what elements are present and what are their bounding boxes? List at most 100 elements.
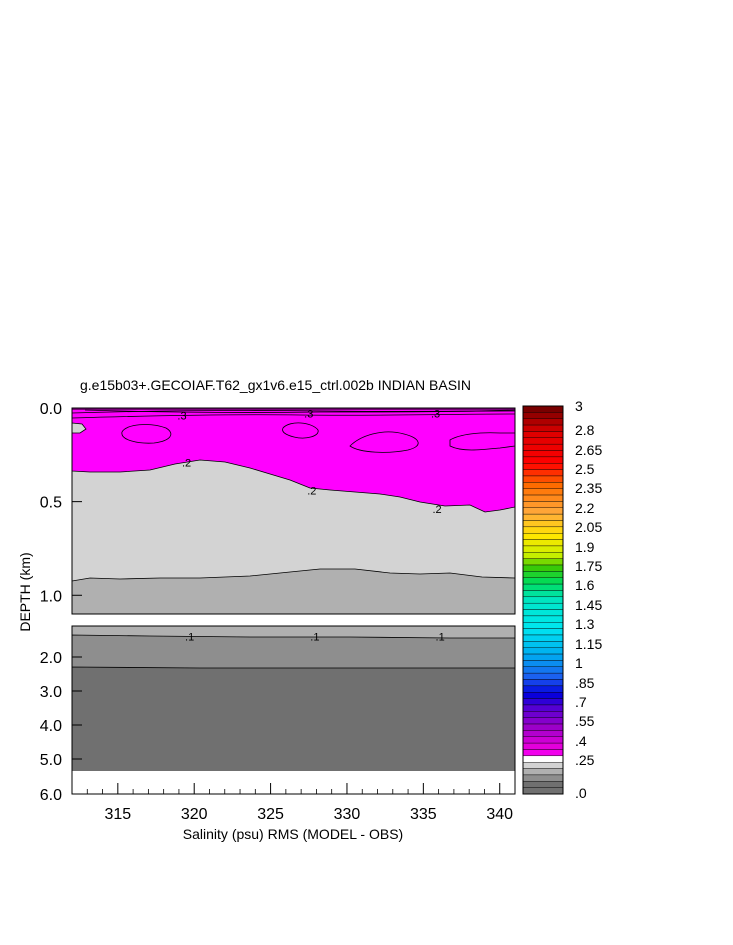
colorbar-box [522,666,564,674]
colorbar-box [522,717,564,725]
colorbar-box [522,761,564,769]
colorbar-label-1.6: 1.6 [575,577,595,593]
land-mask [72,771,515,794]
colorbar-box [522,679,564,687]
colorbar [522,405,564,795]
x-tick-label-330: 330 [334,806,361,823]
upper-panel-frame [71,407,516,615]
colorbar-box [522,698,564,706]
fill-0.3-blob-1 [121,424,172,444]
colorbar-box [522,564,564,572]
colorbar-label-2.2: 2.2 [575,500,595,516]
colorbar-box [522,723,564,731]
colorbar-box [522,736,564,744]
colorbar-box [522,711,564,718]
x-tick-label-340: 340 [486,806,513,823]
y-axis-label: DEPTH (km) [17,552,33,631]
colorbar-label-.7: .7 [575,694,587,710]
contour-labels: .3 .3 .3 .2 .2 .2 .1 .1 .1 [177,409,444,644]
colorbar-box [522,418,564,426]
contour-label: .2 [432,504,441,516]
colorbar-box [522,641,564,648]
colorbar-box [522,545,564,553]
colorbar-box [522,520,564,528]
lower-panel [71,625,516,795]
colorbar-box [522,405,564,413]
colorbar-box [522,596,564,604]
colorbar-box [522,463,564,470]
x-axis-label: Salinity (psu) RMS (MODEL - OBS) [183,826,403,842]
colorbar-label-2.65: 2.65 [575,442,602,458]
chart-title: g.e15b03+.GECOIAF.T62_gx1v6.e15_ctrl.002… [80,377,471,393]
fill-0-0.1 [72,666,515,794]
colorbar-box [522,533,564,540]
colorbar-box [522,774,564,782]
colorbar-box [522,602,564,610]
colorbar-label-2.5: 2.5 [575,461,595,477]
colorbar-label-1: 1 [575,655,583,671]
contour-label: .2 [307,485,316,497]
contour-label: .1 [185,632,194,644]
y-tick-label-upper-0.0: 0.0 [40,401,62,418]
y-tick-label-lower-6.0: 6.0 [40,787,62,804]
y-tick-label-lower-2.0: 2.0 [40,650,62,667]
x-tick-label-335: 335 [410,806,437,823]
x-axis: 315 320 325 330 335 340 [86,783,516,823]
colorbar-box [522,583,564,591]
colorbar-box [522,513,564,521]
colorbar-box [522,552,564,559]
y-tick-label-upper-1.0: 1.0 [40,588,62,605]
colorbar-box [522,653,564,661]
y-tick-label-lower-3.0: 3.0 [40,684,62,701]
lower-panel-frame [71,625,516,795]
colorbar-box [522,628,564,636]
colorbar-frame [522,405,564,795]
colorbar-box [522,685,564,693]
colorbar-labels: 3 2.8 2.65 2.5 2.35 2.2 2.05 1.9 1.75 1.6 1.45 1.3 1… [575,398,602,801]
contour-label: .1 [310,632,319,644]
colorbar-box [522,456,564,464]
colorbar-box [522,571,564,578]
colorbar-box [522,609,564,617]
colorbar-box [522,781,564,788]
x-tick-label-315: 315 [104,806,131,823]
contour-label: .1 [436,632,445,644]
y-tick-label-upper-0.5: 0.5 [40,495,62,512]
colorbar-box [522,704,564,712]
fill-0.3-blob-2 [282,422,319,439]
colorbar-box [522,692,564,699]
colorbar-box [522,660,564,667]
colorbar-box [522,424,564,432]
contour-label: .3 [177,410,186,422]
colorbar-label-2.05: 2.05 [575,519,602,535]
fill-0.2-0.25-pocket-left [72,422,87,434]
colorbar-box [522,647,564,655]
colorbar-box [522,590,564,598]
colorbar-box [522,437,564,445]
colorbar-box [522,755,564,763]
colorbar-label-2.8: 2.8 [575,422,595,438]
colorbar-label-1.75: 1.75 [575,558,602,574]
colorbar-box [522,431,564,439]
colorbar-label-1.15: 1.15 [575,636,602,652]
colorbar-box [522,768,564,776]
upper-panel [71,407,516,615]
colorbar-box [522,469,564,477]
y-tick-label-lower-5.0: 5.0 [40,752,62,769]
colorbar-label-1.3: 1.3 [575,616,595,632]
colorbar-box [522,443,564,451]
colorbar-label-3: 3 [575,398,583,414]
contour-0.3-line-c [84,409,515,413]
colorbar-box [522,412,564,419]
contour-0.3-line-b [72,413,515,419]
colorbar-label-.55: .55 [575,713,595,729]
colorbar-box [522,488,564,496]
colorbar-box [522,787,564,795]
fill-0.3-blob-3 [349,431,419,453]
x-tick-label-325: 325 [257,806,284,823]
y-axis-upper: 0.0 0.5 1.0 [40,401,82,605]
colorbar-label-1.45: 1.45 [575,597,602,613]
colorbar-box [522,558,564,566]
colorbar-box [522,482,564,489]
